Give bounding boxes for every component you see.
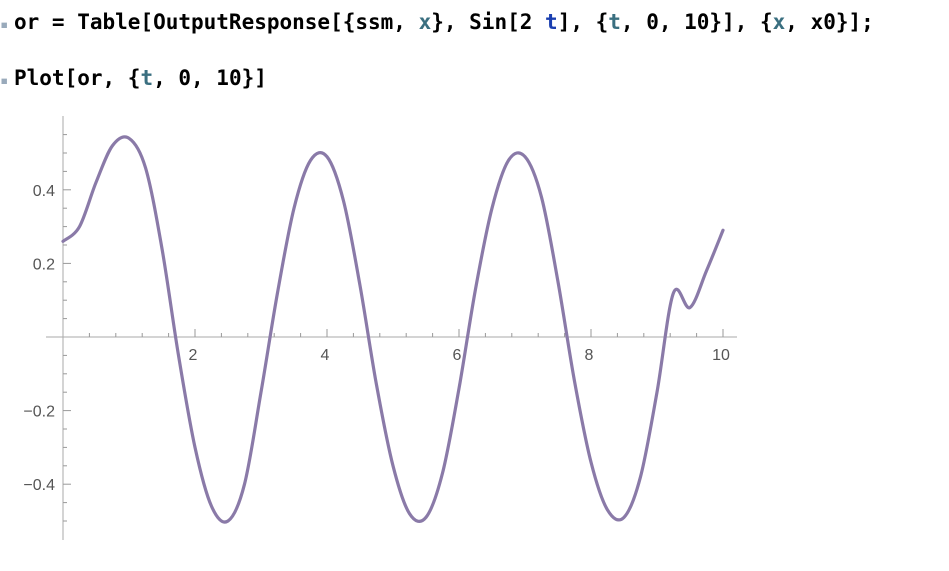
series-line	[61, 135, 725, 524]
plot-ticks	[63, 134, 724, 522]
code-text: or = Table[OutputResponse[{ssm,	[14, 10, 419, 34]
y-tick-label: 0.4	[33, 183, 55, 200]
cell-bracket-icon: ▪	[0, 17, 9, 33]
code-variable: t	[140, 66, 154, 90]
x-tick-label: 10	[712, 347, 730, 364]
y-tick-label: −0.4	[23, 477, 55, 494]
y-tick-label: 0.2	[33, 256, 55, 273]
code-variable: t	[608, 10, 621, 34]
code-text: , 0, 10}]	[153, 66, 267, 90]
code-variable: x	[772, 10, 786, 34]
cell-bracket-icon: ▪	[0, 73, 9, 89]
x-tick-label: 2	[189, 347, 198, 364]
code-text: , x0}];	[785, 10, 874, 34]
input-cell-1[interactable]: ▪ or = Table[OutputResponse[{ssm, x}, Sin…	[0, 10, 874, 34]
code-text: ], {	[557, 10, 609, 34]
input-cell-2[interactable]: ▪ Plot[or, {t, 0, 10}]	[0, 66, 267, 90]
code-variable: x	[418, 10, 432, 34]
x-tick-label: 6	[453, 347, 462, 364]
plot-tick-labels: 2 4 6 8 10 −0.4 −0.2 0.2 0.4	[23, 183, 730, 494]
plot-axes	[46, 116, 737, 540]
x-tick-label: 4	[321, 347, 330, 364]
code-text: , 0, 10}], {	[620, 10, 773, 34]
code-variable: t	[545, 10, 558, 34]
x-tick-label: 8	[585, 347, 594, 364]
y-tick-label: −0.2	[23, 404, 55, 421]
code-text: Plot[or, {	[14, 66, 141, 90]
code-text: }, Sin[2	[431, 10, 546, 34]
